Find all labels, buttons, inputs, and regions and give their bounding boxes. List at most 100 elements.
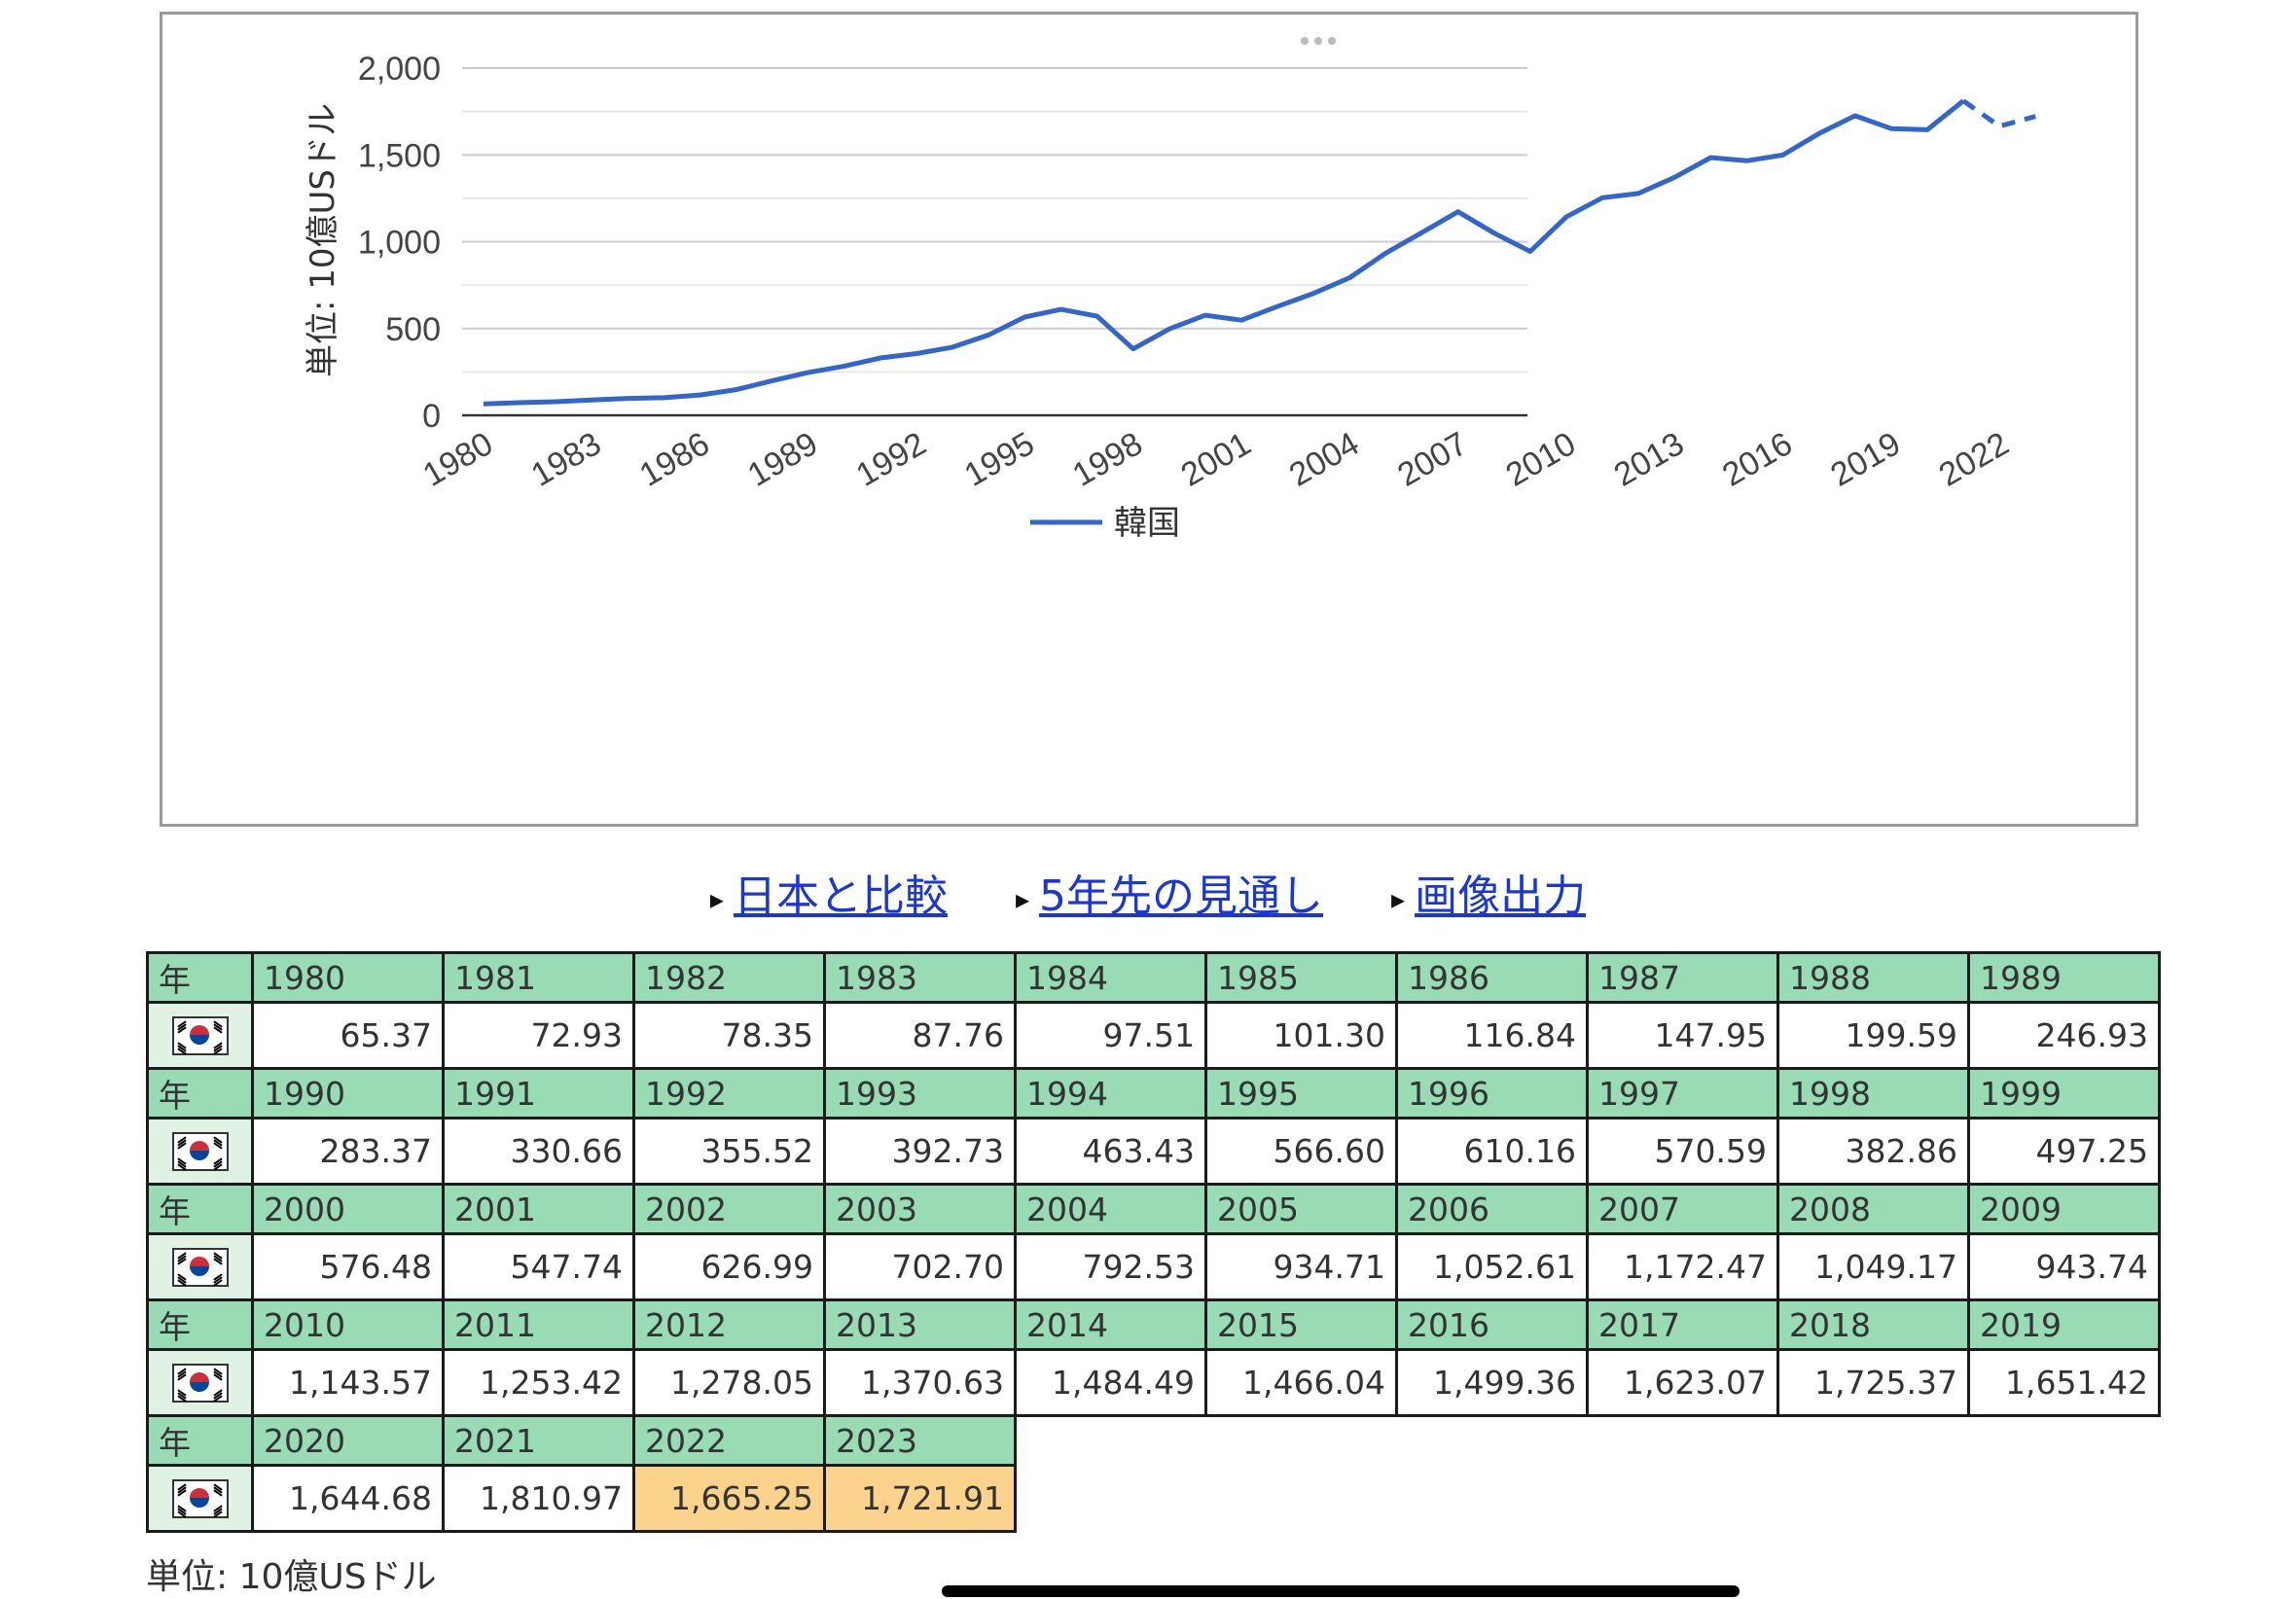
data-point	[1130, 346, 1136, 352]
data-point	[517, 400, 522, 406]
x-tick-label: 1995	[958, 425, 1041, 494]
value-cell: 497.25	[1967, 1117, 2161, 1186]
year-header-cell: 年	[146, 1298, 254, 1351]
data-point	[770, 377, 775, 383]
x-tick-label: 2001	[1175, 425, 1258, 494]
table-value-row: 283.37 330.66 355.52 392.73 463.43 566.60 610.…	[146, 1117, 2161, 1186]
value-cell: 547.74	[442, 1232, 635, 1301]
country-flag-cell	[146, 1232, 254, 1301]
data-point	[1455, 209, 1461, 215]
data-point	[1563, 214, 1569, 220]
value-cell: 1,651.42	[1967, 1348, 2161, 1417]
value-cell: 934.71	[1204, 1232, 1398, 1301]
legend-label: 韓国	[1114, 504, 1180, 543]
value-cell: 78.35	[632, 1001, 826, 1070]
data-point	[1166, 326, 1172, 332]
link-label[interactable]: 5年先の見通し	[1039, 871, 1324, 921]
data-point	[1599, 195, 1605, 200]
south-korea-flag-icon	[171, 1248, 229, 1288]
x-tick-label: 2004	[1283, 425, 1366, 494]
link-label[interactable]: 画像出力	[1415, 871, 1587, 921]
year-cell: 2021	[442, 1414, 635, 1467]
data-point	[1527, 249, 1533, 255]
drag-handle-icon[interactable]	[1301, 30, 1347, 45]
x-tick-label: 2013	[1608, 425, 1691, 494]
value-cell: 355.52	[632, 1117, 826, 1186]
value-cell: 330.66	[442, 1117, 635, 1186]
year-cell: 1981	[442, 951, 635, 1004]
year-cell: 2001	[442, 1183, 635, 1235]
year-cell: 2022	[632, 1414, 826, 1467]
data-point	[1744, 158, 1750, 163]
y-axis-label: 単位: 10億USドル	[304, 103, 342, 377]
table-value-row: 1,143.57 1,253.42 1,278.05 1,370.63 1,484.49…	[146, 1348, 2161, 1417]
empty-cell	[1016, 1416, 1206, 1466]
data-point	[842, 363, 847, 369]
value-cell: 1,644.68	[251, 1464, 445, 1533]
data-point	[1671, 174, 1677, 180]
year-cell: 2020	[251, 1414, 445, 1467]
year-cell: 2014	[1014, 1298, 1207, 1351]
country-flag-cell	[146, 1348, 254, 1417]
table-year-row: 年 2010 2011 2012 2013 2014 2015 2016 2017 2018 201…	[146, 1298, 2161, 1351]
year-cell: 1991	[442, 1067, 635, 1119]
value-cell: 463.43	[1014, 1117, 1207, 1186]
x-tick-label: 2007	[1391, 425, 1474, 494]
value-cell: 610.16	[1395, 1117, 1589, 1186]
year-cell: 2018	[1776, 1298, 1970, 1351]
x-tick-label: 1992	[850, 425, 933, 494]
x-tick-label: 2019	[1824, 425, 1907, 494]
data-point	[1491, 231, 1497, 236]
empty-cell	[1969, 1416, 2160, 1466]
value-cell: 1,049.17	[1776, 1232, 1970, 1301]
link-image-export[interactable]: ▸ 画像出力	[1391, 861, 1586, 923]
year-cell: 2007	[1586, 1183, 1779, 1235]
data-point	[1960, 98, 1966, 104]
value-cell: 1,370.63	[823, 1348, 1017, 1417]
year-cell: 2004	[1014, 1183, 1207, 1235]
data-point	[1094, 313, 1100, 319]
data-point	[2032, 114, 2038, 120]
data-point	[1780, 152, 1786, 158]
value-cell: 147.95	[1586, 1001, 1779, 1070]
value-cell: 1,499.36	[1395, 1348, 1589, 1417]
year-cell: 2009	[1967, 1183, 2161, 1235]
y-tick-label: 0	[422, 398, 441, 435]
value-cell: 1,278.05	[632, 1348, 826, 1417]
value-cell: 626.99	[632, 1232, 826, 1301]
year-cell: 1998	[1776, 1067, 1970, 1119]
links-bar: ▸ 日本と比較 ▸ 5年先の見通し ▸ 画像出力	[0, 861, 2296, 921]
year-cell: 2010	[251, 1298, 445, 1351]
data-point	[698, 392, 703, 398]
year-header-cell: 年	[146, 1183, 254, 1235]
home-indicator[interactable]	[942, 1585, 1740, 1597]
year-cell: 2012	[632, 1298, 826, 1351]
data-point	[878, 355, 883, 361]
year-cell: 2013	[823, 1298, 1017, 1351]
link-compare-japan[interactable]: ▸ 日本と比較	[710, 861, 948, 923]
data-point	[1202, 312, 1208, 318]
south-korea-flag-icon	[171, 1364, 229, 1404]
chart-container: 2,000 1,500 1,000 500 0 単位: 10億USドル 1980 1983 19…	[160, 12, 2138, 827]
empty-cell	[1778, 1416, 1969, 1466]
value-cell: 1,484.49	[1014, 1348, 1207, 1417]
data-point	[986, 332, 991, 338]
data-point	[806, 370, 811, 375]
value-cell: 116.84	[1395, 1001, 1589, 1070]
data-table: 年 1980 1981 1982 1983 1984 1985 1986 1987 1988 198…	[146, 951, 2161, 1533]
value-cell: 65.37	[251, 1001, 445, 1070]
year-cell: 1994	[1014, 1067, 1207, 1119]
empty-cell	[1016, 1466, 1206, 1532]
value-cell: 382.86	[1776, 1117, 1970, 1186]
data-point	[1022, 314, 1028, 320]
link-five-year-outlook[interactable]: ▸ 5年先の見通し	[1016, 861, 1323, 923]
year-cell: 1985	[1204, 951, 1398, 1004]
year-cell: 1982	[632, 951, 826, 1004]
value-cell: 1,725.37	[1776, 1348, 1970, 1417]
empty-cell	[1588, 1416, 1778, 1466]
x-tick-label: 1989	[741, 425, 824, 494]
value-cell: 72.93	[442, 1001, 635, 1070]
link-label[interactable]: 日本と比較	[733, 871, 948, 921]
year-cell: 1984	[1014, 951, 1207, 1004]
data-point	[1816, 130, 1822, 136]
